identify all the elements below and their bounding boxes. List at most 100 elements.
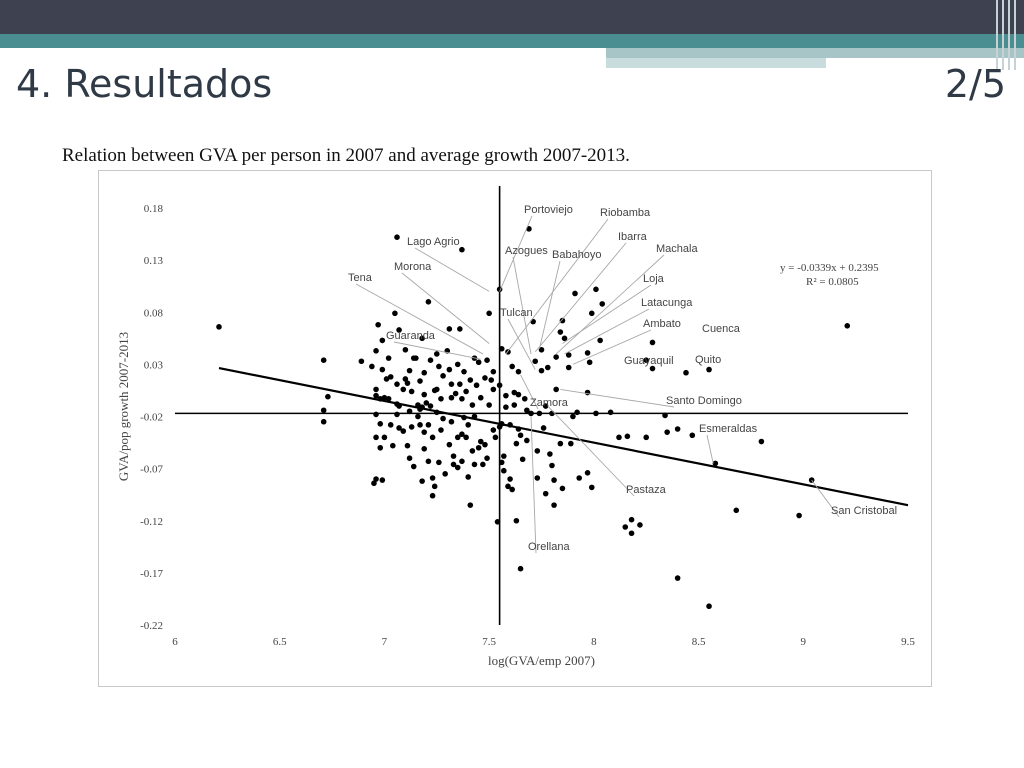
x-axis-title: log(GVA/emp 2007)	[488, 653, 595, 668]
data-point	[404, 380, 411, 386]
x-tick-label: 7	[382, 636, 388, 648]
header-band	[0, 0, 1024, 34]
data-point	[408, 388, 415, 395]
data-point	[544, 364, 551, 371]
data-point	[521, 395, 528, 402]
data-point	[517, 432, 524, 439]
data-point	[320, 418, 327, 425]
data-point	[373, 348, 379, 354]
city-label: Latacunga	[641, 297, 693, 309]
data-point	[503, 404, 509, 410]
data-point	[553, 354, 559, 360]
data-point	[586, 359, 593, 366]
label-leader-line	[401, 272, 490, 344]
data-point	[477, 438, 484, 445]
data-point	[373, 392, 379, 399]
city-label: Azogues	[505, 245, 548, 257]
data-point	[492, 434, 499, 441]
data-point	[540, 425, 547, 431]
data-point	[515, 368, 522, 375]
data-point	[486, 402, 492, 408]
y-tick-label: -0.02	[140, 412, 163, 424]
label-leader-line	[499, 215, 533, 292]
data-point	[402, 346, 409, 353]
data-point	[473, 382, 480, 389]
city-label: Tulcan	[500, 307, 533, 319]
data-point	[536, 410, 543, 417]
x-tick-label: 8	[591, 636, 597, 648]
data-point	[649, 365, 656, 372]
data-point	[475, 359, 482, 366]
data-point	[547, 451, 553, 457]
label-leader-line	[355, 283, 484, 355]
data-point	[387, 422, 394, 428]
label-leader-line	[512, 256, 532, 355]
label-leader-line	[562, 284, 652, 344]
city-label: Loja	[643, 273, 665, 285]
data-point	[534, 448, 541, 454]
data-point	[450, 453, 457, 459]
data-point	[419, 478, 425, 484]
data-point	[524, 437, 530, 444]
data-point	[593, 410, 599, 417]
data-point	[387, 374, 394, 380]
data-point	[448, 418, 455, 425]
data-point	[576, 475, 582, 481]
data-point	[674, 426, 681, 432]
data-point	[406, 367, 413, 374]
data-point	[501, 467, 507, 474]
data-point	[400, 386, 407, 393]
data-point	[379, 477, 386, 483]
data-point	[373, 386, 379, 393]
data-point	[463, 434, 469, 441]
data-point	[542, 403, 549, 409]
data-point	[559, 485, 566, 492]
data-point	[599, 301, 606, 307]
city-label: Pastaza	[626, 484, 667, 496]
data-point	[498, 345, 505, 352]
data-point	[509, 486, 515, 493]
y-tick-label: 0.08	[144, 307, 164, 319]
data-point	[433, 386, 440, 393]
data-point	[454, 361, 461, 368]
data-point	[369, 363, 375, 370]
data-point	[406, 455, 413, 462]
data-point	[325, 393, 331, 400]
data-point	[467, 502, 474, 508]
data-point	[320, 357, 327, 364]
data-point	[459, 458, 465, 465]
data-point	[758, 438, 765, 445]
data-point	[584, 389, 591, 396]
data-point	[459, 395, 465, 402]
data-point	[452, 390, 459, 397]
label-leader-line	[547, 405, 635, 497]
data-point	[637, 522, 643, 528]
chart-caption: Relation between GVA per person in 2007 …	[62, 145, 630, 166]
data-point	[513, 517, 520, 524]
data-point	[396, 327, 402, 333]
trendline-r2: R² = 0.0805	[806, 276, 859, 288]
data-point	[448, 381, 455, 387]
data-point	[381, 394, 388, 401]
data-point	[454, 464, 461, 471]
slide-page-number: 2/5	[944, 62, 1006, 106]
label-leader-line	[706, 434, 714, 464]
data-point	[421, 429, 428, 435]
data-point	[425, 458, 432, 465]
data-point	[538, 346, 545, 353]
data-point	[649, 339, 656, 346]
data-point	[706, 366, 712, 373]
trendline-equation: y = -0.0339x + 0.2395	[780, 262, 879, 274]
data-point	[431, 483, 438, 490]
data-point	[538, 367, 545, 374]
scatter-chart: 0.18 0.13 0.08 0.03 -0.02 -0.07 -0.12 -0.17 -0.2…	[116, 186, 915, 668]
data-point	[572, 290, 578, 297]
data-point	[588, 310, 595, 317]
data-point	[486, 310, 492, 317]
data-point	[557, 329, 564, 335]
data-point	[465, 474, 472, 480]
data-point	[417, 422, 423, 428]
data-point	[465, 422, 472, 428]
data-point	[584, 350, 591, 356]
label-leader-line	[507, 318, 536, 370]
